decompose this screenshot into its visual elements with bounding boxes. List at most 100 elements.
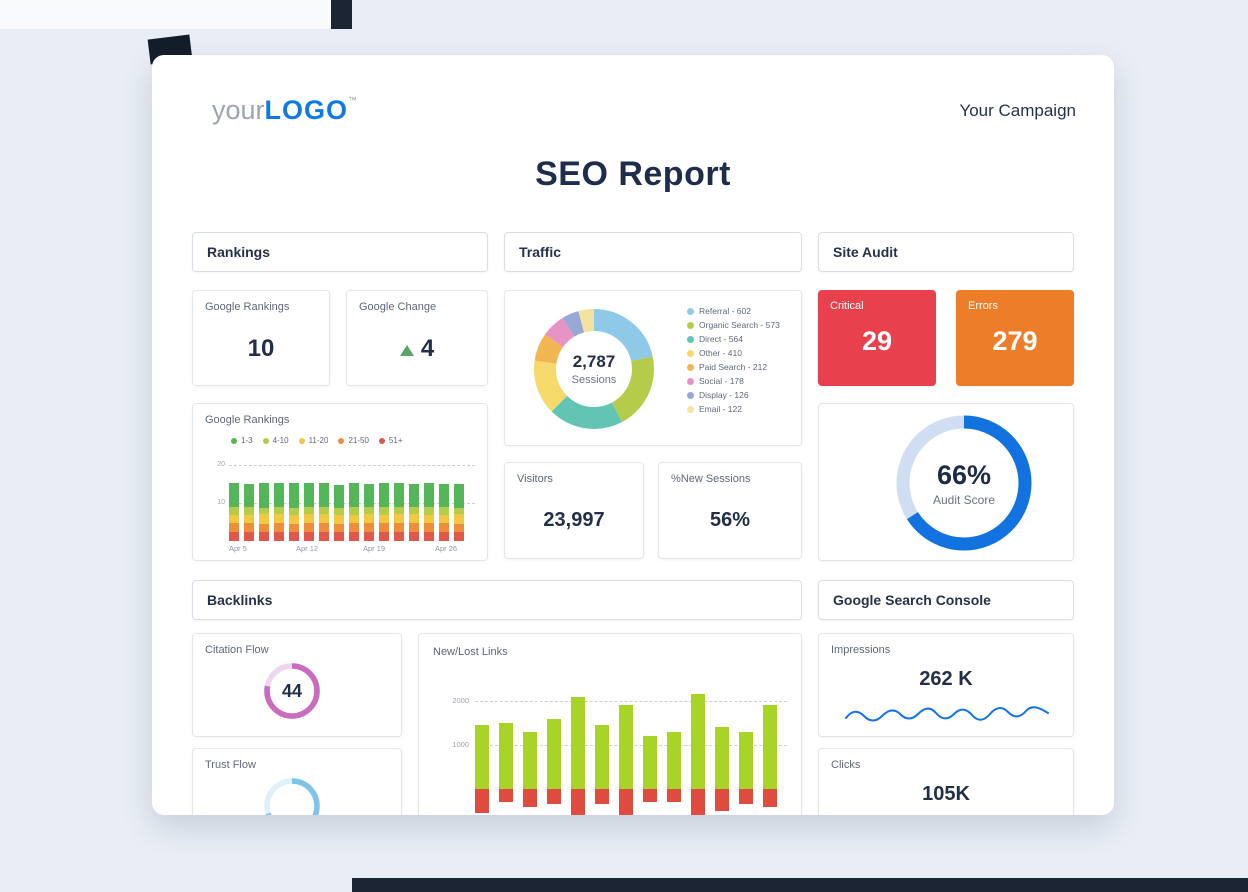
- legend-label: Organic Search - 573: [699, 320, 780, 330]
- legend-item: Referral - 602: [687, 306, 799, 316]
- bar-segment: [289, 483, 299, 508]
- bar-segment: [454, 483, 464, 508]
- legend-label: 21-50: [348, 436, 369, 445]
- new-sessions-widget: %New Sessions 56%: [658, 462, 802, 559]
- new-links-bar: [715, 727, 729, 789]
- widget-label: New/Lost Links: [433, 646, 508, 658]
- lost-links-bar: [571, 789, 585, 815]
- section-title-site-audit: Site Audit: [833, 244, 898, 260]
- legend-label: Referral - 602: [699, 306, 751, 316]
- new-sessions-value: 56%: [709, 509, 751, 531]
- new-lost-bar: [691, 694, 705, 815]
- legend-item: Organic Search - 573: [687, 320, 799, 330]
- bar-segment: [304, 514, 314, 523]
- widget-label: %New Sessions: [671, 473, 751, 485]
- legend-item: Email - 122: [687, 404, 799, 414]
- bar-segment: [304, 506, 314, 515]
- report-title: SEO Report: [535, 155, 731, 193]
- bar-segment: [244, 514, 254, 524]
- ranking-bar: [304, 483, 314, 541]
- impressions-widget: Impressions 262 K: [818, 633, 1074, 737]
- bar-segment: [349, 514, 359, 524]
- xtick-label: Apr 19: [363, 544, 386, 553]
- new-lost-bar: [523, 694, 537, 815]
- lost-links-bar: [643, 789, 657, 803]
- campaign-name: Your Campaign: [959, 101, 1076, 120]
- citation-flow-ring: [264, 663, 320, 719]
- bar-segment: [304, 483, 314, 507]
- audit-score-value: 66%: [936, 459, 992, 490]
- legend-dot-icon: [687, 405, 694, 413]
- decor-strip-top-left: [0, 0, 331, 29]
- legend-dot-icon: [687, 391, 694, 399]
- new-links-bar: [475, 725, 489, 789]
- audit-score-widget: 66% Audit Score: [818, 403, 1074, 561]
- gridline-20: [229, 465, 475, 466]
- new-links-bar: [763, 705, 777, 789]
- new-lost-bar: [715, 694, 729, 815]
- legend-item: 11-20: [298, 436, 328, 445]
- ranking-bar: [229, 483, 239, 541]
- widget-label: Critical: [830, 300, 864, 312]
- ranking-bar: [424, 482, 434, 541]
- rankings-stacked-bars: [229, 482, 464, 541]
- legend-label: Display - 126: [699, 390, 749, 400]
- ytick-10: 10: [217, 499, 225, 506]
- bar-segment: [229, 514, 239, 524]
- bar-segment: [379, 483, 389, 508]
- bar-segment: [259, 507, 269, 515]
- ranking-bar: [349, 482, 359, 541]
- bar-segment: [319, 531, 329, 541]
- bar-segment: [244, 507, 254, 515]
- new-lost-bar: [763, 694, 777, 815]
- ranking-bar: [364, 483, 374, 541]
- bar-segment: [349, 482, 359, 508]
- bar-segment: [409, 523, 419, 532]
- errors-widget: Errors 279: [956, 290, 1074, 386]
- citation-flow-gauge: 44: [263, 662, 321, 720]
- bar-segment: [394, 531, 404, 541]
- bar-segment: [424, 523, 434, 532]
- new-links-bar: [571, 696, 585, 789]
- bar-segment: [349, 531, 359, 541]
- citation-flow-widget: Citation Flow 44: [192, 633, 402, 737]
- section-header-search-console: Google Search Console: [818, 580, 1074, 620]
- widget-label: Visitors: [517, 473, 553, 485]
- lost-links-bar: [715, 789, 729, 811]
- legend-dot-icon: [687, 363, 694, 371]
- lost-links-bar: [547, 789, 561, 805]
- lost-links-bar: [619, 789, 633, 815]
- bar-segment: [364, 507, 374, 515]
- critical-value: 29: [861, 326, 893, 356]
- bar-segment: [289, 532, 299, 541]
- visitors-value: 23,997: [543, 509, 605, 531]
- ranking-bar: [274, 483, 284, 541]
- bar-segment: [409, 514, 419, 524]
- lost-links-bar: [499, 789, 513, 803]
- legend-label: 51+: [388, 436, 403, 445]
- sessions-total: 2,787: [572, 352, 616, 371]
- section-title-traffic: Traffic: [519, 244, 562, 260]
- bar-segment: [319, 483, 329, 508]
- lost-links-bar: [667, 789, 681, 803]
- bar-segment: [364, 483, 374, 508]
- traffic-donut-center: 2,787 Sessions: [533, 308, 655, 430]
- bar-segment: [424, 507, 434, 515]
- sessions-label: Sessions: [571, 374, 617, 386]
- clicks-value: 105K: [922, 783, 970, 805]
- google-change-widget: Google Change 4: [346, 290, 488, 386]
- widget-label: Clicks: [831, 759, 861, 771]
- bar-segment: [229, 483, 239, 508]
- new-links-bar: [739, 731, 753, 789]
- bar-segment: [439, 523, 449, 533]
- impressions-sparkline: [845, 706, 1049, 722]
- bar-segment: [454, 523, 464, 532]
- widget-label: Errors: [968, 300, 998, 312]
- new-lost-bar: [643, 694, 657, 815]
- google-rankings-widget: Google Rankings 10: [192, 290, 330, 386]
- bar-segment: [229, 523, 239, 532]
- bar-segment: [304, 522, 314, 532]
- bar-segment: [364, 523, 374, 532]
- ranking-bar: [409, 483, 419, 541]
- legend-item: 51+: [378, 436, 403, 445]
